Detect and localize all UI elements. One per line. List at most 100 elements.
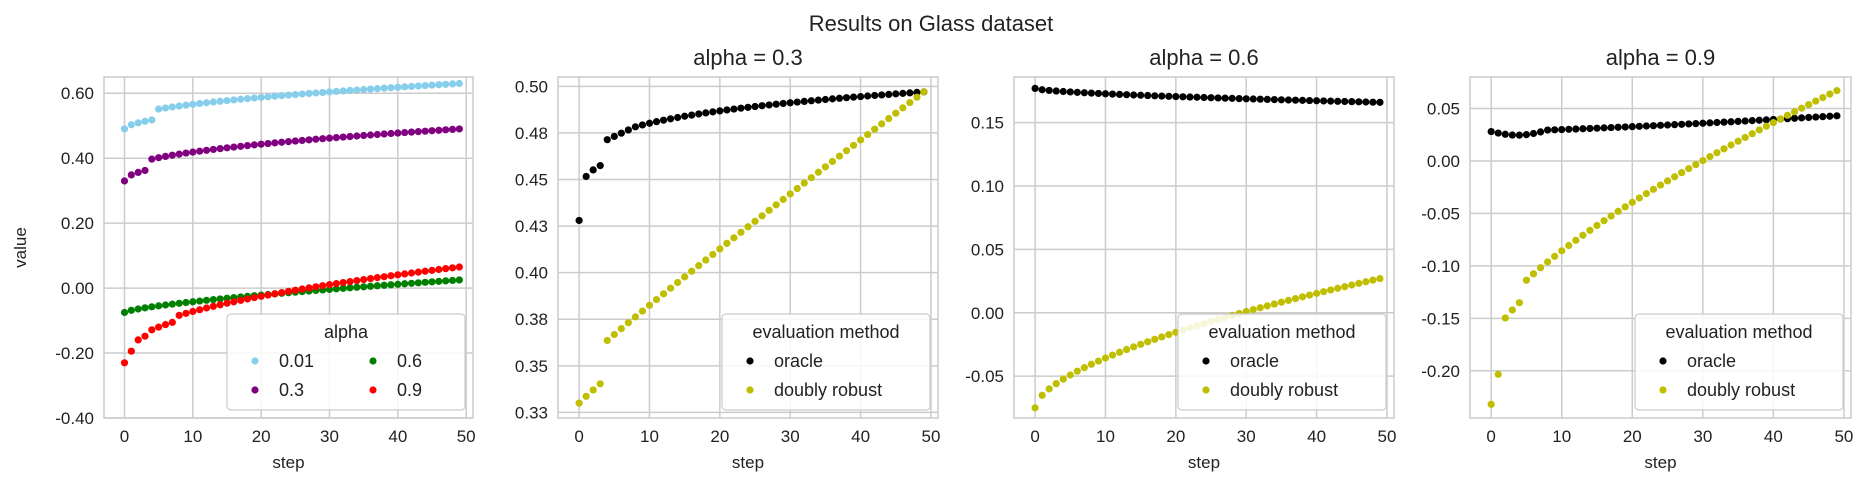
data-point — [175, 150, 183, 158]
data-point — [1798, 114, 1806, 122]
data-point — [885, 90, 893, 98]
data-point — [1515, 131, 1523, 139]
y-tick-label: 0.40 — [61, 149, 94, 168]
data-point — [1565, 125, 1573, 133]
data-point — [346, 132, 354, 141]
data-point — [772, 201, 780, 209]
data-point — [1536, 128, 1545, 136]
data-point — [1087, 360, 1096, 368]
data-point — [730, 105, 738, 113]
data-point — [1179, 93, 1187, 101]
data-point — [1819, 93, 1827, 102]
data-point — [842, 94, 851, 102]
data-point — [645, 119, 654, 127]
data-point — [1080, 89, 1088, 97]
data-point — [257, 93, 265, 101]
data-point — [394, 83, 402, 91]
data-point — [807, 97, 815, 105]
y-tick-label: -0.20 — [55, 344, 94, 363]
panel-title: alpha = 0.3 — [693, 45, 802, 70]
data-point — [428, 266, 436, 274]
data-point — [1256, 95, 1264, 103]
legend-marker — [251, 386, 259, 394]
data-point — [332, 279, 340, 288]
data-point — [1341, 97, 1349, 106]
data-point — [175, 102, 183, 110]
data-point — [1362, 98, 1370, 106]
x-tick-label: 10 — [183, 427, 202, 446]
data-point — [1369, 276, 1377, 284]
y-tick-label: 0.15 — [971, 114, 1004, 133]
legend-title: evaluation method — [1665, 322, 1812, 342]
data-point — [428, 278, 436, 286]
data-point — [428, 81, 436, 89]
data-point — [1663, 121, 1672, 129]
y-tick-label: 0.00 — [971, 304, 1004, 323]
data-point — [442, 277, 450, 285]
data-point — [1101, 90, 1110, 98]
x-tick-label: 0 — [1486, 427, 1495, 446]
data-point — [155, 323, 163, 331]
data-point — [878, 120, 886, 128]
data-point — [1235, 94, 1243, 103]
x-tick-label: 10 — [640, 427, 659, 446]
data-point — [360, 85, 368, 94]
data-point — [1685, 164, 1693, 173]
data-point — [1607, 123, 1615, 132]
legend-box — [1177, 313, 1387, 411]
x-tick-label: 20 — [1166, 427, 1185, 446]
data-point — [681, 273, 689, 281]
data-point — [134, 119, 142, 127]
data-point — [723, 239, 731, 247]
data-point — [835, 94, 844, 102]
data-point — [1826, 90, 1834, 98]
y-tick-label: -0.40 — [55, 409, 94, 428]
data-point — [1094, 357, 1103, 365]
data-point — [659, 290, 668, 298]
legend-title: evaluation method — [752, 322, 899, 342]
data-point — [1242, 307, 1250, 316]
data-point — [298, 285, 306, 293]
data-point — [1826, 112, 1834, 120]
legend-label: 0.3 — [279, 380, 304, 400]
data-point — [243, 141, 252, 150]
data-point — [442, 265, 450, 273]
data-point — [1291, 295, 1300, 303]
y-tick-label: 0.35 — [515, 357, 548, 376]
panel-title: alpha = 0.9 — [1606, 45, 1715, 70]
y-tick-label: 0.05 — [1427, 99, 1460, 118]
data-point — [603, 336, 611, 345]
data-point — [1671, 173, 1679, 181]
data-point — [1790, 108, 1799, 116]
x-axis-label: step — [1188, 453, 1220, 472]
data-point — [291, 286, 299, 294]
data-point — [596, 380, 604, 388]
data-point — [189, 148, 197, 156]
data-point — [737, 228, 745, 236]
x-tick-label: 10 — [1552, 427, 1571, 446]
data-point — [325, 281, 334, 289]
data-point — [1144, 338, 1152, 346]
y-tick-label: 0.00 — [61, 279, 94, 298]
plot-frame — [557, 76, 939, 419]
data-point — [920, 88, 928, 96]
data-point — [1522, 276, 1531, 284]
data-point — [1529, 270, 1538, 278]
data-point — [814, 168, 822, 176]
legend-label: doubly robust — [774, 380, 882, 400]
data-point — [1137, 91, 1145, 99]
data-point — [1579, 231, 1587, 239]
legend-label: doubly robust — [1230, 380, 1338, 400]
data-point — [1805, 113, 1813, 122]
data-point — [202, 146, 211, 154]
data-point — [800, 179, 808, 187]
y-axis-label: value — [11, 227, 30, 268]
data-point — [1130, 343, 1138, 351]
data-point — [305, 136, 313, 144]
data-point — [387, 129, 395, 138]
data-point — [807, 174, 815, 182]
data-point — [1270, 96, 1278, 104]
y-tick-label: -0.10 — [1421, 257, 1460, 276]
data-point — [681, 112, 689, 120]
data-point — [786, 99, 794, 107]
